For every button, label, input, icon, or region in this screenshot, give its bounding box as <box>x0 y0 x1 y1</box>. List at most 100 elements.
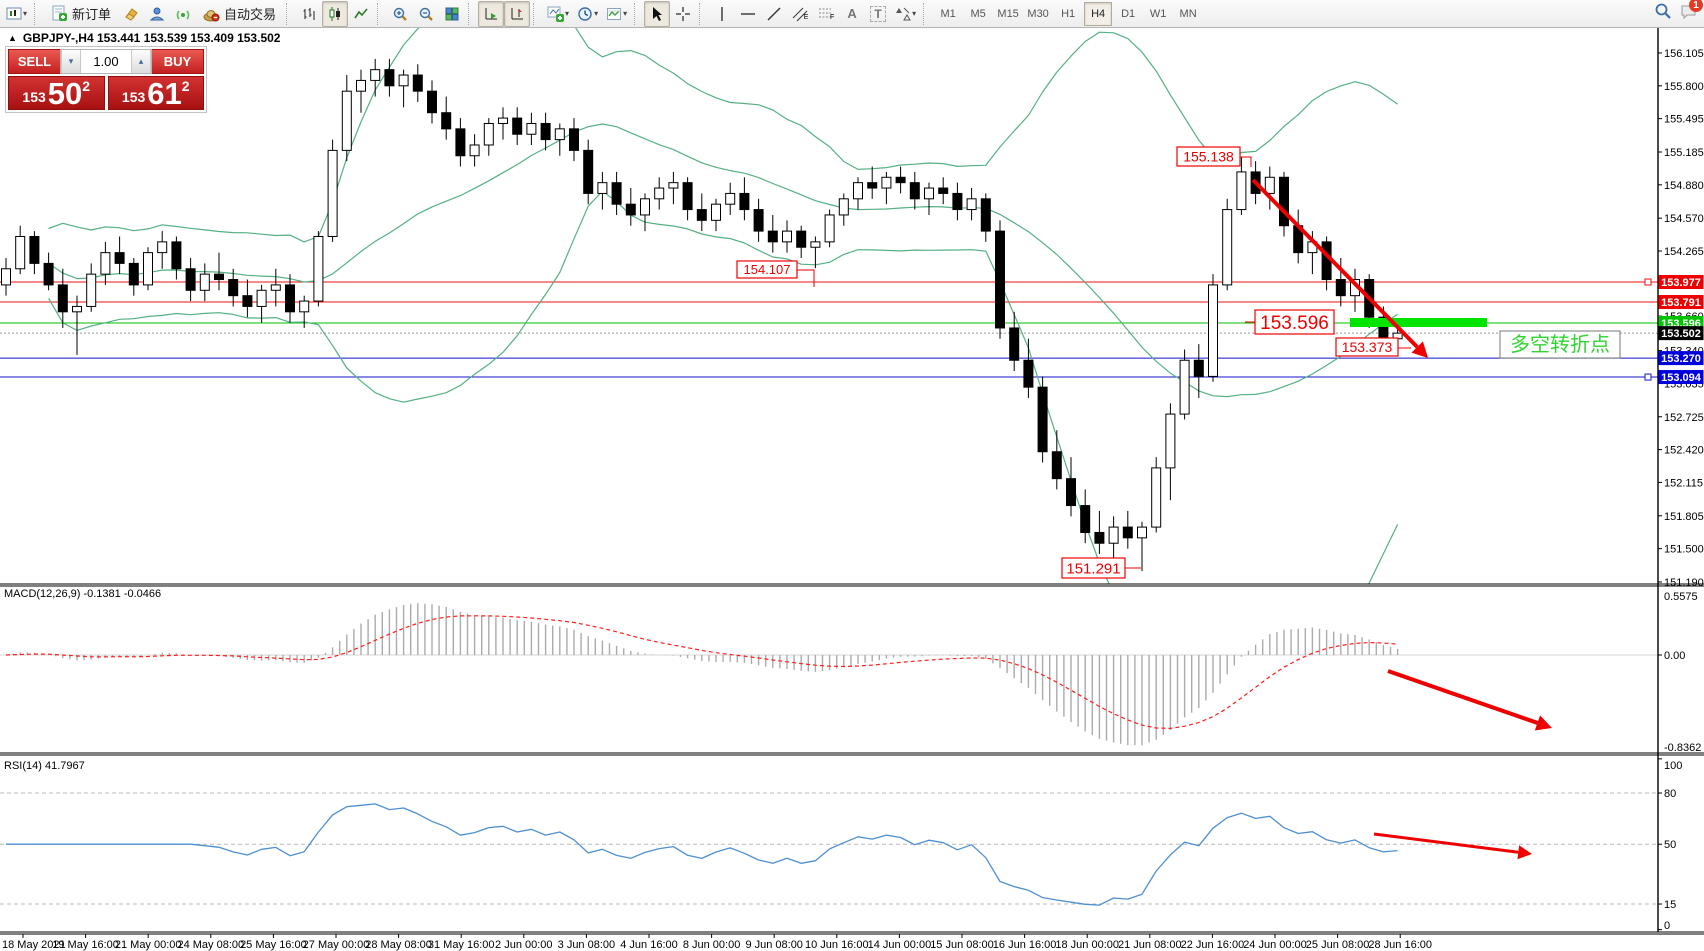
candle-body <box>498 117 508 124</box>
price-annotation-box[interactable] <box>1254 309 1335 335</box>
volume-decrease-button[interactable]: ▾ <box>61 50 81 73</box>
candle-body <box>341 90 352 151</box>
zoom-out-button[interactable] <box>413 1 439 27</box>
buy-button[interactable]: BUY <box>152 49 204 74</box>
label-leader <box>1240 156 1252 167</box>
price-annotation-box[interactable] <box>1061 557 1126 579</box>
candlestick-chart-button[interactable] <box>322 0 349 27</box>
note-box[interactable] <box>1499 330 1621 359</box>
time-tick-label: 21 Jun 08:00 <box>1118 939 1182 951</box>
equidistant-channel-button[interactable]: E <box>787 1 813 27</box>
arrows-shapes-button[interactable]: ▾ <box>891 1 920 27</box>
periods-button[interactable]: ▾ <box>573 1 602 27</box>
note-text[interactable]: 多空转折点 <box>1510 333 1610 356</box>
time-tick-label: 3 Jun 08:00 <box>558 939 616 951</box>
macd-signal-line <box>5 615 1398 730</box>
price-annotation-label[interactable]: 154.107 <box>744 262 791 277</box>
toolbar-grip[interactable] <box>377 2 383 25</box>
trendline-button[interactable] <box>761 1 787 27</box>
axis-tick-label: 154.265 <box>1664 246 1704 258</box>
signals-button[interactable] <box>170 1 196 27</box>
toolbar-grip[interactable] <box>699 2 705 25</box>
new-chart-button[interactable]: ▾ <box>2 1 31 27</box>
line-handle[interactable] <box>1644 278 1652 286</box>
text-button[interactable]: A <box>839 1 865 27</box>
text-label-button[interactable]: T <box>865 1 891 27</box>
timeframe-h4[interactable]: H4 <box>1084 1 1113 26</box>
search-icon[interactable] <box>1654 2 1672 20</box>
candle-body <box>512 117 523 135</box>
timeframe-m1[interactable]: M1 <box>940 7 956 20</box>
buy-price-prefix: 153 <box>121 89 146 105</box>
trend-arrow[interactable] <box>1373 832 1519 854</box>
fibonacci-button[interactable]: F <box>813 1 839 27</box>
price-annotation-label[interactable]: 153.596 <box>1260 313 1329 334</box>
tile-windows-icon <box>445 7 459 20</box>
toolbar-grip[interactable] <box>923 2 929 25</box>
timeframe-d1[interactable]: D1 <box>1121 7 1136 20</box>
timeframe-m30[interactable]: M30 <box>1027 7 1049 20</box>
toolbar-grip[interactable] <box>468 2 474 25</box>
zoom-in-button[interactable] <box>387 1 413 27</box>
horizontal-line-button[interactable] <box>735 1 761 27</box>
price-annotation-label[interactable]: 155.138 <box>1183 149 1234 165</box>
volume-value[interactable]: 1.00 <box>93 54 119 69</box>
new-order-label: 新订单 <box>72 7 112 22</box>
toolbar-grip[interactable] <box>533 2 539 25</box>
trend-arrow[interactable] <box>1387 669 1539 725</box>
trend-arrow[interactable] <box>1251 178 1419 349</box>
line-handle[interactable] <box>1644 373 1652 381</box>
crosshair-button[interactable] <box>670 1 696 27</box>
price-annotation-box[interactable] <box>736 260 798 279</box>
price-annotation-box[interactable] <box>1176 146 1241 167</box>
toolbar-grip[interactable] <box>634 2 640 25</box>
trend-arrow-head <box>1411 341 1428 358</box>
chart-shift-button[interactable] <box>504 0 531 27</box>
candle-body <box>824 214 835 243</box>
buy-price-big: 61 <box>147 76 182 111</box>
notifications-button[interactable]: 1 <box>1680 0 1703 20</box>
candle-body <box>952 192 963 211</box>
volume-increase-button[interactable]: ▴ <box>131 50 151 73</box>
time-tick-label: 16 Jun 16:00 <box>993 939 1057 951</box>
new-order-button[interactable]: 新订单 <box>44 2 118 26</box>
chart-canvas[interactable]: 156.105 155.800 155.495 155.185 154.880 154.5… <box>0 28 1704 951</box>
vertical-line-button[interactable] <box>709 1 735 27</box>
timeframe-m15[interactable]: M15 <box>997 7 1019 20</box>
eraser-button[interactable] <box>118 1 144 27</box>
buy-price-tile[interactable]: 153 61 2 <box>107 76 204 111</box>
toolbar-grip[interactable] <box>286 2 292 25</box>
templates-button[interactable]: ▾ <box>602 1 631 27</box>
indicators-button[interactable]: ▾ <box>543 1 573 27</box>
timeframe-mn[interactable]: MN <box>1179 7 1197 20</box>
timeframe-w1[interactable]: W1 <box>1149 7 1167 20</box>
auto-trading-button[interactable]: 自动交易 <box>196 2 283 26</box>
zoom-out-icon <box>419 7 433 21</box>
sell-button[interactable]: SELL <box>8 49 60 74</box>
bar-chart-button[interactable] <box>296 1 322 27</box>
time-tick-label: 28 Jun 16:00 <box>1368 939 1432 951</box>
tile-windows-button[interactable] <box>439 1 465 27</box>
time-tick-label: 4 Jun 16:00 <box>620 939 678 951</box>
rsi-line <box>6 803 1398 906</box>
candle-body <box>185 268 196 291</box>
collapse-panel-icon[interactable]: ▲ <box>8 33 17 43</box>
axis-tick-label: -0.8362 <box>1664 742 1701 754</box>
profile-button[interactable] <box>144 1 170 27</box>
price-annotation-label[interactable]: 151.291 <box>1066 560 1120 577</box>
timeframe-m5[interactable]: M5 <box>970 7 986 20</box>
toolbar-grip[interactable] <box>34 2 40 25</box>
price-annotation-label[interactable]: 153.373 <box>1342 339 1393 355</box>
rsi-label: RSI(14) 41.7967 <box>4 760 85 772</box>
highlight-bar[interactable] <box>1350 318 1487 327</box>
time-tick-label: 18 Jun 00:00 <box>1055 939 1119 951</box>
auto-scroll-button[interactable] <box>478 0 505 27</box>
price-tag <box>1658 370 1704 385</box>
sell-price-tile[interactable]: 153 50 2 <box>8 76 105 110</box>
line-chart-button[interactable] <box>348 1 374 27</box>
cursor-button[interactable] <box>644 0 671 27</box>
price-annotation-box[interactable] <box>1335 337 1399 357</box>
chart-area[interactable] <box>0 28 1704 951</box>
timeframe-h1[interactable]: H1 <box>1061 7 1076 20</box>
candle-body <box>29 235 40 264</box>
